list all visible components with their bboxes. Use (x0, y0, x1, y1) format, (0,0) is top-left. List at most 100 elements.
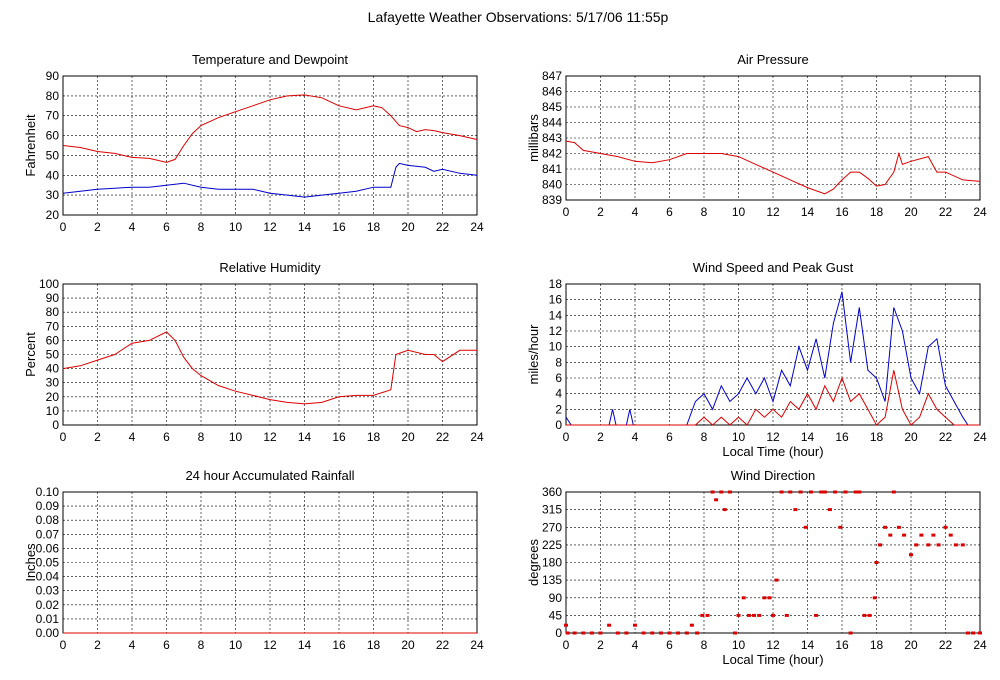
y-tick-label: 0.07 (36, 527, 60, 541)
x-tick-label: 2 (597, 205, 604, 219)
wind-direction-point (914, 543, 919, 547)
x-tick-label: 0 (60, 638, 67, 652)
x-tick-label: 18 (367, 220, 381, 234)
wind-direction-point (676, 631, 681, 635)
x-tick-label: 12 (766, 430, 780, 444)
y-tick-label: 360 (542, 485, 562, 499)
y-tick-label: 0 (52, 418, 59, 432)
y-tick-label: 10 (46, 404, 60, 418)
wind-direction-point (633, 623, 637, 627)
x-tick-label: 6 (666, 430, 673, 444)
wind-direction-point (926, 543, 931, 547)
x-tick-label: 8 (198, 430, 205, 444)
x-tick-label: 16 (835, 205, 849, 219)
x-tick-label: 0 (60, 220, 67, 234)
x-tick-label: 0 (563, 205, 570, 219)
wind-direction-point (867, 613, 872, 617)
wind-direction-point (971, 631, 976, 635)
y-axis-label: Fahrenheit (23, 114, 38, 177)
wind-direction-point (689, 623, 694, 627)
wind-direction-point (857, 490, 862, 494)
x-tick-label: 4 (632, 430, 639, 444)
y-tick-label: 12 (549, 324, 563, 338)
y-tick-label: 4 (555, 387, 562, 401)
y-tick-label: 100 (39, 277, 59, 291)
wind-direction-point (838, 525, 843, 529)
wind-direction-point (727, 490, 732, 494)
wind-direction-point (719, 490, 724, 494)
wind-direction-point (883, 525, 888, 529)
y-tick-label: 839 (542, 193, 562, 207)
figure-title: Lafayette Weather Observations: 5/17/06 … (368, 9, 669, 25)
y-tick-label: 0.03 (36, 584, 60, 598)
y-tick-label: 846 (542, 85, 562, 99)
y-tick-label: 6 (555, 371, 562, 385)
series-line (62, 162, 478, 198)
x-tick-label: 14 (801, 638, 815, 652)
y-tick-label: 0.05 (36, 556, 60, 570)
x-tick-label: 12 (263, 430, 277, 444)
y-tick-label: 225 (542, 538, 562, 552)
wind-direction-point (814, 613, 819, 617)
wind-direction-point (953, 543, 958, 547)
wind-direction-point (853, 490, 858, 494)
wind-direction-point (762, 596, 767, 600)
y-tick-label: 840 (542, 178, 562, 192)
y-tick-label: 20 (46, 208, 60, 222)
wind-direction-point (862, 613, 867, 617)
wind-direction-point (872, 596, 877, 600)
wind-direction-point (714, 498, 719, 502)
y-tick-label: 8 (555, 355, 562, 369)
y-tick-label: 0.10 (36, 485, 60, 499)
wind-direction-point (919, 533, 924, 537)
x-tick-label: 2 (597, 638, 604, 652)
y-tick-label: 315 (542, 503, 562, 517)
plot-frame (565, 491, 981, 634)
x-tick-label: 22 (939, 430, 953, 444)
wind-direction-point (798, 490, 803, 494)
x-tick-label: 20 (904, 430, 918, 444)
x-tick-label: 24 (470, 220, 484, 234)
y-tick-label: 847 (542, 69, 562, 83)
wind-direction-point (667, 631, 672, 635)
x-tick-label: 6 (666, 205, 673, 219)
y-tick-label: 45 (549, 608, 563, 622)
x-tick-label: 12 (263, 220, 277, 234)
wind-direction-point (827, 508, 832, 512)
y-tick-label: 40 (46, 168, 60, 182)
x-tick-label: 4 (129, 430, 136, 444)
wind-direction-point (624, 631, 629, 635)
y-tick-label: 0.04 (36, 570, 60, 584)
y-tick-label: 30 (46, 376, 60, 390)
series-line (565, 140, 981, 195)
wind-direction-point (733, 631, 737, 635)
x-tick-label: 20 (904, 638, 918, 652)
y-tick-label: 80 (46, 305, 60, 319)
y-tick-label: 90 (46, 69, 60, 83)
y-tick-label: 0.02 (36, 598, 60, 612)
x-axis-label: Local Time (hour) (722, 652, 823, 667)
y-tick-label: 18 (549, 277, 563, 291)
x-tick-label: 14 (801, 205, 815, 219)
plot-frame (62, 283, 478, 426)
x-tick-label: 8 (198, 638, 205, 652)
y-tick-label: 2 (555, 402, 562, 416)
y-tick-label: 270 (542, 520, 562, 534)
wind-direction-point (891, 490, 896, 494)
wind-direction-point (641, 631, 646, 635)
series-line (62, 94, 478, 163)
y-tick-label: 843 (542, 131, 562, 145)
y-tick-label: 40 (46, 362, 60, 376)
wind-direction-point (943, 525, 948, 529)
y-tick-label: 0.09 (36, 499, 60, 513)
y-axis-label: miles/hour (526, 324, 541, 385)
x-tick-label: 18 (367, 638, 381, 652)
x-tick-label: 20 (904, 205, 918, 219)
wind-direction-point (803, 525, 808, 529)
x-tick-label: 14 (298, 220, 312, 234)
x-tick-label: 18 (870, 638, 884, 652)
x-tick-label: 22 (939, 205, 953, 219)
panel-title: Wind Speed and Peak Gust (693, 260, 854, 275)
x-tick-label: 14 (298, 430, 312, 444)
